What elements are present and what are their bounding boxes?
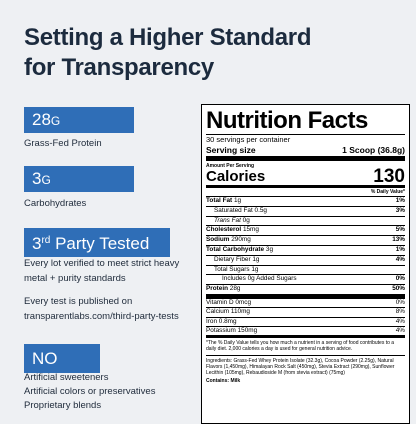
- text: Carbohydrates: [24, 198, 87, 209]
- line: Proprietary blends: [24, 400, 102, 411]
- amount: 1g: [252, 255, 260, 263]
- value: 1 Scoop (36.8g): [342, 145, 405, 155]
- badge-text: 28: [32, 110, 51, 129]
- nutrient: Trans Fat: [214, 216, 241, 224]
- title: Setting a Higher Standard: [24, 24, 312, 51]
- title: for Transparency: [24, 54, 214, 81]
- servings: 30 servings per container: [206, 134, 405, 145]
- dv: 1%: [395, 245, 405, 253]
- row: Total Carbohydrate 3g 1%: [206, 244, 405, 255]
- line: metal + purity standards: [24, 273, 126, 284]
- nutrient: Total Carbohydrate: [206, 245, 265, 253]
- nutrient: Includes 0g Added Sugars: [222, 275, 297, 283]
- label-title: Nutrition Facts: [206, 107, 368, 134]
- nutrient: Potassium: [206, 326, 236, 334]
- amount: 1g: [233, 197, 242, 204]
- badge-text: Party Tested: [50, 234, 150, 253]
- amount: 290mg: [231, 236, 251, 244]
- dv: 0%: [395, 298, 405, 306]
- amount: 0.8mg: [218, 317, 237, 325]
- badge: NO: [24, 344, 100, 373]
- badge-sup: rd: [41, 235, 51, 246]
- calories: Calories 130: [206, 166, 405, 188]
- dv: 13%: [392, 236, 405, 244]
- dv: 4%: [395, 255, 405, 263]
- dv: 8%: [395, 308, 405, 316]
- value: 130: [373, 166, 405, 187]
- nutrient: Protein: [206, 285, 229, 293]
- row: Total Fat 1g 1%: [206, 196, 405, 206]
- dv: 3%: [395, 206, 405, 214]
- row: Vitamin D 0mcg 0%: [206, 299, 405, 307]
- row: Cholesterol 15mg 5%: [206, 225, 405, 235]
- dv-header: % Daily Value*: [370, 189, 405, 195]
- nutrient: Saturated Fat: [214, 206, 253, 214]
- row: Potassium 150mg 4%: [206, 325, 405, 339]
- badge: 3G: [24, 166, 134, 192]
- badge: 28G: [24, 107, 134, 133]
- amount: 1g: [251, 265, 259, 273]
- nutrition-label: Nutrition Facts 30 servings per containe…: [201, 104, 410, 424]
- amount: 0g: [242, 216, 250, 224]
- amount: 28g: [229, 285, 241, 293]
- row: Trans Fat 0g: [206, 215, 405, 226]
- nutrient: Iron: [206, 317, 218, 325]
- text: Every test is published on transparentlab…: [24, 294, 179, 324]
- text: Artificial sweeteners Artificial colors o…: [24, 371, 155, 413]
- line: Artificial sweeteners: [24, 372, 109, 383]
- row: Saturated Fat 0.5g 3%: [206, 205, 405, 216]
- amount: 110mg: [230, 308, 250, 316]
- badge-text: NO: [32, 349, 58, 368]
- nutrient: Vitamin D: [206, 298, 234, 306]
- label: Serving size: [206, 145, 256, 155]
- nutrient: Total Sugars: [214, 265, 250, 273]
- dv: 0%: [395, 275, 405, 283]
- amount: 0mcg: [235, 298, 252, 306]
- amount: 0.5g: [254, 206, 267, 214]
- dv: 5%: [395, 226, 405, 234]
- badge: 3rd Party Tested: [24, 228, 170, 257]
- row: Calcium 110mg 8%: [206, 307, 405, 316]
- row: Sodium 290mg 13%: [206, 235, 405, 245]
- badge-text: 3: [32, 169, 42, 188]
- text: Every lot verified to meet strict heavy m…: [24, 256, 179, 286]
- dv: 1%: [395, 197, 405, 204]
- nutrient: Dietary Fiber: [214, 255, 251, 263]
- badge-unit: G: [41, 173, 51, 187]
- amount: 3g: [265, 245, 274, 253]
- row: Iron 0.8mg 4%: [206, 316, 405, 326]
- line: transparentlabs.com/third-party-tests: [24, 311, 179, 322]
- dv: 4%: [395, 317, 405, 325]
- label: Calories: [206, 168, 266, 185]
- line: Every lot verified to meet strict heavy: [24, 258, 180, 269]
- row: Total Sugars 1g: [206, 264, 405, 275]
- serving-size: Serving size 1 Scoop (36.8g): [206, 145, 405, 161]
- nutrient: Cholesterol: [206, 226, 242, 234]
- line: Every test is published on: [24, 296, 133, 307]
- amount: 150mg: [237, 326, 258, 334]
- badge-text: 3: [32, 234, 42, 253]
- badge-unit: G: [50, 114, 61, 128]
- nutrient: Calcium: [206, 308, 230, 316]
- text: Grass-Fed Protein: [24, 138, 102, 149]
- nutrient: Sodium: [206, 236, 230, 244]
- row: Protein 28g 50%: [206, 284, 405, 299]
- amount-per-serving: Amount Per Serving: [206, 163, 255, 169]
- footnote: *The % Daily Value tells you how much a …: [206, 340, 405, 356]
- line: Artificial colors or preservatives: [24, 386, 156, 397]
- row: Includes 0g Added Sugars 0%: [206, 274, 405, 284]
- row: Dietary Fiber 1g 4%: [206, 254, 405, 265]
- ingredients: Ingredients: Grass-Fed Whey Protein Isol…: [206, 357, 395, 377]
- amount: 15mg: [242, 226, 259, 234]
- dv: 4%: [395, 326, 405, 334]
- dv: 50%: [392, 285, 405, 293]
- nutrient: Total Fat: [206, 197, 233, 204]
- contains: Contains: Milk: [206, 377, 241, 384]
